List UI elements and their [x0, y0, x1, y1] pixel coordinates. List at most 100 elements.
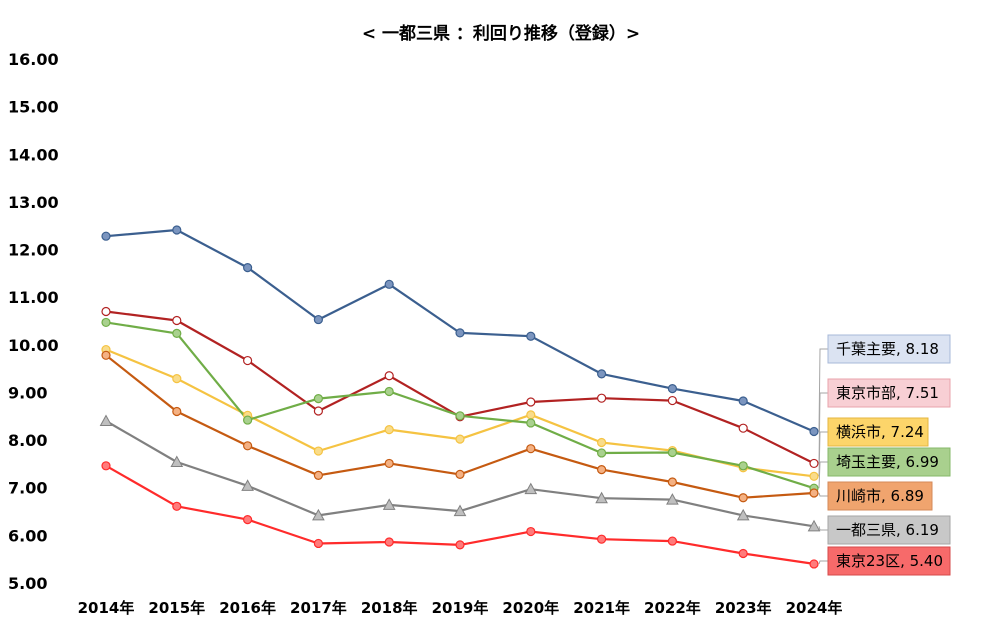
x-tick-label: 2020年 [502, 599, 559, 617]
series-label-box [827, 481, 933, 511]
series-label-box [827, 515, 951, 545]
x-tick-label: 2023年 [715, 599, 772, 617]
series-end-label: 千葉主要, 8.18 [836, 340, 939, 358]
data-point [809, 458, 819, 469]
data-point [667, 447, 678, 458]
data-point [596, 465, 607, 475]
data-point [455, 540, 465, 550]
data-point [738, 461, 748, 471]
x-tick-label: 2021年 [573, 599, 630, 617]
data-point [243, 263, 253, 273]
series-end-labels: 千葉主要, 8.18 東京市部, 7.51 横浜市, 7.24 埼玉主要, 6.99 川… [827, 334, 951, 576]
x-tick-label: 2022年 [644, 599, 701, 617]
series-end-label: 川崎市, 6.89 [836, 487, 924, 505]
series-end-label: 横浜市, 7.24 [836, 423, 924, 441]
data-point [312, 508, 325, 521]
chart-title: < 一都三県 ：利回り推移（登録）> [362, 23, 640, 44]
data-point [455, 434, 465, 444]
data-point [596, 393, 607, 403]
data-point [809, 559, 819, 569]
data-point [241, 479, 254, 491]
y-tick-label: 5.00 [8, 574, 47, 593]
data-point [738, 493, 748, 503]
data-point [526, 526, 536, 537]
data-point [101, 461, 111, 471]
y-tick-label: 15.00 [8, 98, 59, 117]
x-tick-label: 2015年 [148, 599, 205, 617]
data-point [384, 425, 394, 435]
series-end-label: 埼玉主要, 6.99 [836, 453, 939, 471]
series-markers [99, 225, 821, 569]
series-end-label: 一都三県, 6.19 [836, 521, 939, 539]
data-point [313, 446, 323, 456]
series-end-label: 東京市部, 7.51 [836, 384, 939, 402]
data-point [101, 306, 111, 317]
data-point [172, 374, 182, 384]
data-point [313, 538, 323, 549]
data-point [384, 279, 394, 289]
x-tick-label: 2018年 [361, 599, 418, 617]
leader-line [818, 492, 828, 497]
data-point [313, 470, 323, 480]
x-tick-label: 2019年 [432, 599, 489, 617]
leader-line [818, 461, 828, 489]
data-point [243, 355, 253, 366]
data-point [170, 455, 184, 468]
label-leader-lines [818, 348, 828, 565]
series-label-box [827, 546, 951, 576]
data-point [526, 397, 536, 407]
y-tick-label: 13.00 [8, 193, 59, 212]
y-tick-label: 12.00 [8, 241, 59, 260]
data-point [526, 444, 536, 454]
x-axis-ticks: 2014年 2015年 2016年 2017年 2018年 2019年 2020年 2021年… [78, 599, 843, 617]
data-point [524, 482, 538, 495]
data-point [596, 448, 607, 458]
y-tick-label: 11.00 [8, 288, 59, 307]
data-point [596, 437, 607, 448]
data-point [596, 534, 607, 544]
data-point [807, 519, 821, 532]
data-point [736, 508, 750, 521]
data-point [172, 406, 182, 417]
data-point [595, 491, 608, 504]
data-point [596, 369, 607, 379]
series-end-label: 東京23区, 5.40 [836, 552, 943, 570]
data-point [101, 317, 111, 328]
data-point [738, 548, 748, 559]
leader-line [818, 348, 828, 432]
data-point [172, 315, 182, 326]
data-point [667, 384, 678, 394]
data-point [384, 371, 394, 381]
data-point [667, 477, 678, 487]
y-tick-label: 16.00 [8, 50, 59, 69]
data-point [809, 471, 819, 481]
data-point [172, 225, 182, 235]
data-point [809, 426, 819, 437]
y-tick-label: 6.00 [8, 526, 47, 545]
data-point [313, 406, 323, 416]
data-point [738, 396, 748, 406]
data-point [526, 410, 536, 420]
data-point [455, 469, 465, 479]
data-point [526, 418, 536, 428]
y-tick-label: 8.00 [8, 431, 47, 450]
leader-line [818, 560, 828, 565]
data-point [101, 231, 111, 241]
data-point [243, 515, 253, 525]
x-tick-label: 2014年 [78, 599, 135, 617]
data-point [243, 441, 253, 451]
data-point [243, 415, 253, 425]
data-point [101, 350, 111, 360]
x-tick-label: 2017年 [290, 599, 347, 617]
data-point [384, 386, 394, 397]
series-label-box [827, 447, 951, 477]
data-point [99, 414, 113, 427]
x-tick-label: 2016年 [219, 599, 276, 617]
data-point [526, 331, 536, 341]
data-point [172, 328, 182, 338]
y-tick-label: 14.00 [8, 145, 59, 164]
data-point [738, 423, 748, 433]
series-label-box [827, 378, 951, 408]
y-axis-ticks: 5.00 6.00 7.00 8.00 9.00 10.00 11.00 12.00 13.00… [8, 50, 59, 593]
